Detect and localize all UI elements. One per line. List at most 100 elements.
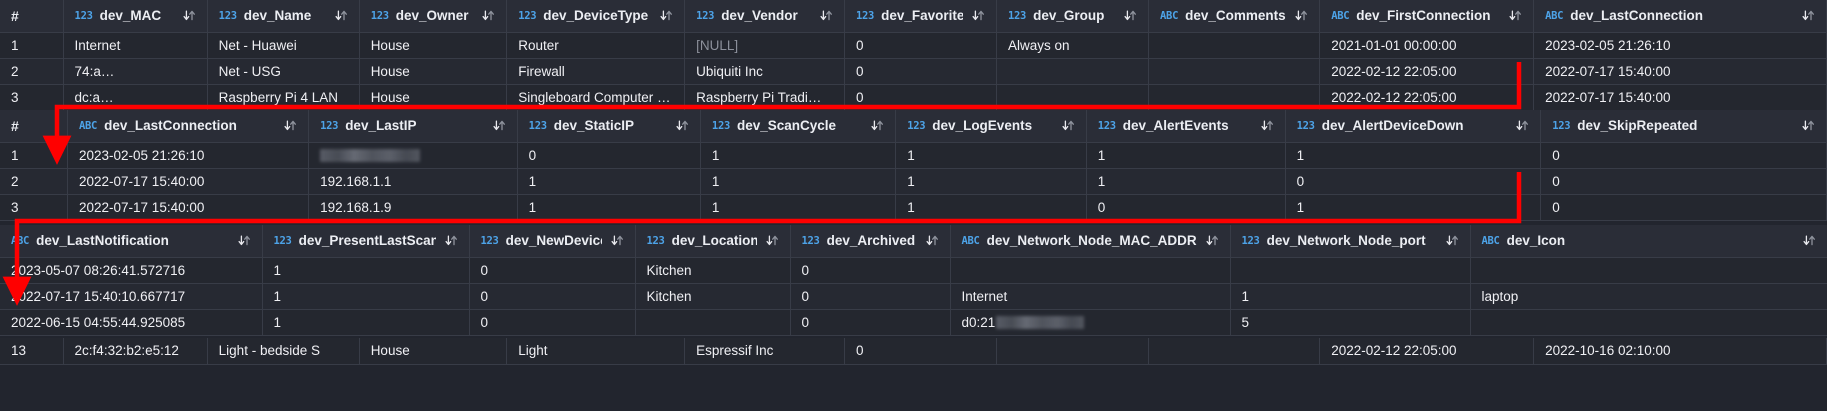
table-cell[interactable]: 1 — [1230, 283, 1471, 310]
table-row[interactable]: 3 dc:a Raspberry Pi 4 LAN House Singleboard … — [0, 84, 1827, 111]
table-cell[interactable]: 0 — [1540, 142, 1827, 169]
table-cell[interactable] — [1148, 84, 1321, 111]
column-header-dev_LogEvents[interactable]: 123 dev_LogEvents — [895, 110, 1087, 143]
sort-updown-icon[interactable] — [972, 9, 985, 22]
column-header-dev_AlertEvents[interactable]: 123 dev_AlertEvents — [1086, 110, 1286, 143]
sort-updown-icon[interactable] — [1802, 9, 1815, 22]
column-header-dev_Owner[interactable]: 123 dev_Owner — [359, 0, 508, 33]
table-cell[interactable]: Net - Huawei — [207, 32, 360, 59]
column-header-dev_Location[interactable]: 123 dev_Location — [635, 225, 791, 258]
sort-updown-icon[interactable] — [871, 119, 884, 132]
table-cell[interactable] — [1148, 32, 1321, 59]
table-cell[interactable]: Light - bedside S — [207, 338, 360, 365]
sort-updown-icon[interactable] — [1516, 119, 1529, 132]
column-header-dev_SkipRepeated[interactable]: 123 dev_SkipRepeated — [1540, 110, 1827, 143]
table-cell[interactable] — [1230, 257, 1471, 284]
column-header-dev_PresentLastScan[interactable]: 123 dev_PresentLastScan — [262, 225, 470, 258]
table-row[interactable]: 2022-06-15 04:55:44.925085 1 0 0 d0:21 5 — [0, 309, 1827, 336]
table-row[interactable]: 1 2023-02-05 21:26:10 0 1 1 1 1 0 — [0, 142, 1827, 169]
table-cell[interactable]: House — [359, 32, 508, 59]
table-cell[interactable] — [950, 257, 1231, 284]
column-header-dev_Icon[interactable]: ABC dev_Icon — [1470, 225, 1827, 258]
sort-updown-icon[interactable] — [765, 234, 779, 247]
table-cell[interactable]: 0 — [1540, 168, 1827, 195]
table-cell[interactable]: 0 — [844, 58, 998, 85]
column-header-dev_Name[interactable]: 123 dev_Name — [207, 0, 360, 33]
table-cell[interactable]: 0 — [844, 338, 998, 365]
sort-updown-icon[interactable] — [237, 234, 251, 247]
table-cell[interactable] — [1470, 257, 1827, 284]
column-header-dev_Favorite[interactable]: 123 dev_Favorite — [844, 0, 998, 33]
table-cell[interactable]: 2022-07-17 15:40:00 — [67, 168, 310, 195]
table-cell[interactable]: laptop — [1470, 283, 1827, 310]
table-cell[interactable]: House — [359, 338, 508, 365]
table-cell[interactable]: 1 — [895, 142, 1087, 169]
table-cell[interactable]: 2023-05-07 08:26:41.572716 — [0, 257, 263, 284]
table-cell[interactable]: 2021-01-01 00:00:00 — [1319, 32, 1535, 59]
table-cell[interactable]: Router — [506, 32, 686, 59]
sort-updown-icon[interactable] — [1261, 119, 1274, 132]
rownum-header[interactable]: # — [0, 0, 64, 33]
table-cell[interactable]: 2023-02-05 21:26:10 — [1533, 32, 1827, 59]
table-cell[interactable]: 0 — [517, 142, 701, 169]
sort-updown-icon[interactable] — [1062, 119, 1075, 132]
table-cell[interactable]: Kitchen — [635, 257, 791, 284]
table-cell[interactable]: 0 — [844, 84, 998, 111]
table-cell[interactable]: 2022-06-15 04:55:44.925085 — [0, 309, 263, 336]
column-header-dev_Comments[interactable]: ABC dev_Comments — [1148, 0, 1321, 33]
table-cell[interactable]: Kitchen — [635, 283, 791, 310]
sort-updown-icon[interactable] — [1124, 9, 1137, 22]
sort-updown-icon[interactable] — [925, 234, 939, 247]
table-cell[interactable]: Firewall — [506, 58, 686, 85]
table-cell[interactable]: 0 — [1540, 194, 1827, 221]
table-row[interactable]: 2 2022-07-17 15:40:00 192.168.1.1 1 1 1 1 0 0 — [0, 168, 1827, 195]
sort-updown-icon[interactable] — [482, 9, 495, 22]
data-table[interactable]: 13 2c:f4:32:b2:e5:12 Light - bedside S Hous… — [0, 338, 1827, 365]
table-cell[interactable]: 74:a — [63, 58, 208, 85]
table-cell[interactable]: 0 — [790, 257, 951, 284]
table-row[interactable]: 13 2c:f4:32:b2:e5:12 Light - bedside S Hous… — [0, 338, 1827, 365]
table-row[interactable]: 2022-07-17 15:40:10.667717 1 0 Kitchen 0 Inte… — [0, 283, 1827, 310]
table-cell[interactable]: 2022-07-17 15:40:00 — [1533, 58, 1827, 85]
sort-updown-icon[interactable] — [444, 234, 458, 247]
table-cell[interactable]: 0 — [844, 32, 998, 59]
column-header-dev_NewDevice[interactable]: 123 dev_NewDevice — [469, 225, 636, 258]
column-header-dev_ScanCycle[interactable]: 123 dev_ScanCycle — [700, 110, 897, 143]
sort-updown-icon[interactable] — [1295, 9, 1308, 22]
table-cell[interactable]: d0:21 — [950, 309, 1231, 336]
sort-updown-icon[interactable] — [1802, 119, 1815, 132]
column-header-dev_Vendor[interactable]: 123 dev_Vendor — [684, 0, 845, 33]
table-cell[interactable]: 1 — [895, 168, 1087, 195]
column-header-dev_DeviceType[interactable]: 123 dev_DeviceType — [506, 0, 686, 33]
data-table[interactable]: # ABC dev_LastConnection 123 dev_LastIP 123 de… — [0, 110, 1827, 221]
table-cell[interactable]: Always on — [996, 32, 1150, 59]
table-cell[interactable]: 0 — [1086, 194, 1286, 221]
table-band-2[interactable]: # ABC dev_LastConnection 123 dev_LastIP 123 de… — [0, 110, 1827, 221]
table-cell[interactable]: 1 — [517, 168, 701, 195]
table-row[interactable]: 2 74:a Net - USG House Firewall Ubiquiti Inc 0… — [0, 58, 1827, 85]
sort-updown-icon[interactable] — [676, 119, 689, 132]
table-cell[interactable]: Raspberry Pi 4 LAN — [207, 84, 360, 111]
table-cell[interactable]: Raspberry Pi Tradi… — [684, 84, 845, 111]
table-cell[interactable]: 2022-10-16 02:10:00 — [1533, 338, 1827, 365]
table-cell[interactable]: 1 — [262, 257, 470, 284]
table-cell[interactable] — [635, 309, 791, 336]
table-cell[interactable]: 2023-02-05 21:26:10 — [67, 142, 310, 169]
sort-updown-icon[interactable] — [1445, 234, 1459, 247]
table-row[interactable]: 1 Internet Net - Huawei House Router [NULL] 0 A… — [0, 32, 1827, 59]
rownum-header[interactable]: # — [0, 110, 68, 143]
table-cell[interactable]: 1 — [700, 142, 897, 169]
table-row[interactable]: 3 2022-07-17 15:40:00 192.168.1.9 1 1 1 0 1 0 — [0, 194, 1827, 221]
table-cell[interactable]: Light — [506, 338, 686, 365]
table-cell[interactable]: 2022-07-17 15:40:00 — [67, 194, 310, 221]
table-cell[interactable]: 1 — [262, 283, 470, 310]
table-cell[interactable]: 5 — [1230, 309, 1471, 336]
table-cell[interactable]: 2022-02-12 22:05:00 — [1319, 338, 1535, 365]
table-band-3[interactable]: ABC dev_LastNotification 123 dev_PresentLas… — [0, 225, 1827, 336]
column-header-dev_StaticIP[interactable]: 123 dev_StaticIP — [517, 110, 701, 143]
table-cell[interactable]: 1 — [895, 194, 1087, 221]
table-cell[interactable]: 192.168.1.9 — [308, 194, 518, 221]
table-cell[interactable]: 0 — [1285, 168, 1542, 195]
table-cell[interactable]: House — [359, 84, 508, 111]
table-cell[interactable]: 1 — [1285, 194, 1542, 221]
